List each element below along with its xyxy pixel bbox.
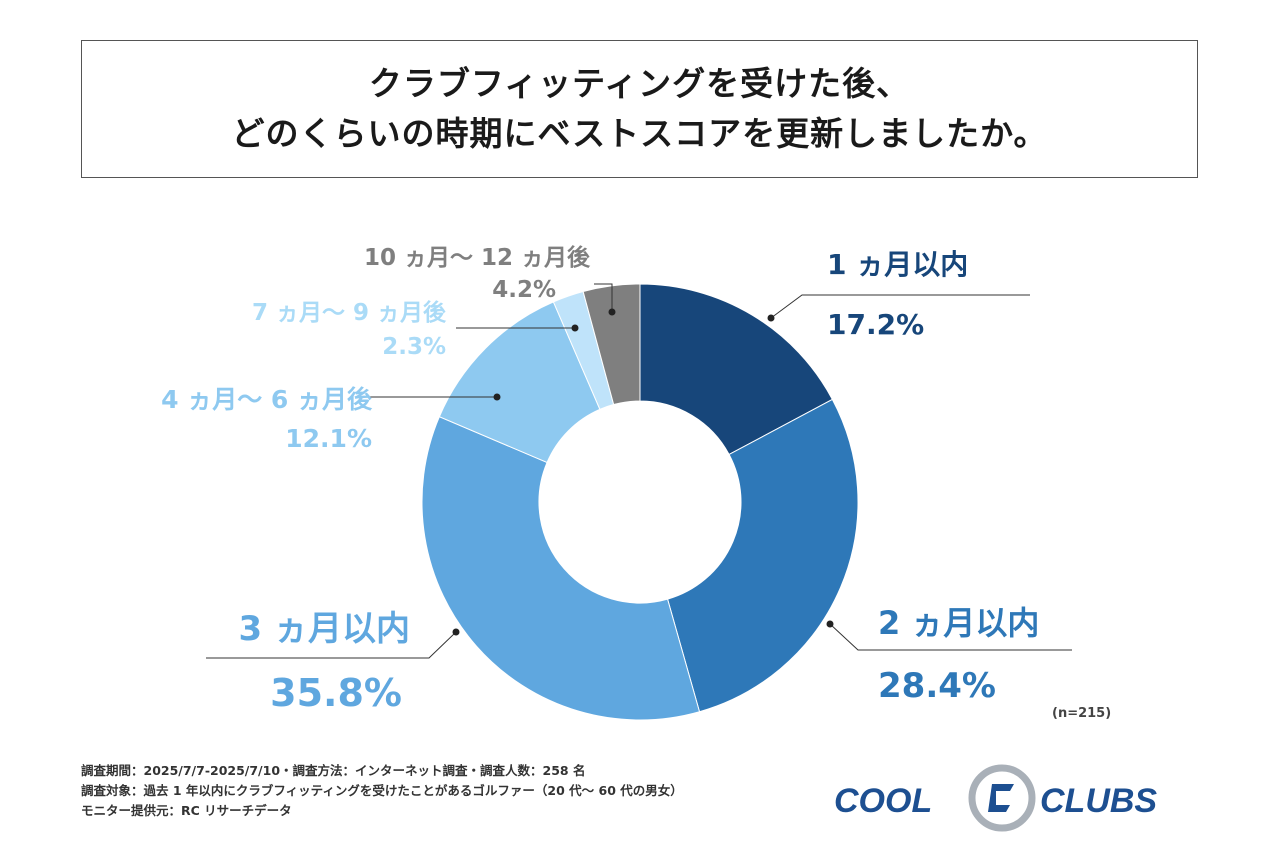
slice-1 — [639, 283, 834, 456]
leader-dot-3 — [452, 628, 460, 636]
logo-text-clubs: CLUBS — [1040, 782, 1157, 820]
footer-period: 調査期間：2025/7/7-2025/7/10・調査方法：インターネット調査・調… — [81, 763, 586, 778]
title-box: クラブフィッティングを受けた後、 どのくらいの時期にベストスコアを更新しましたか… — [81, 40, 1198, 178]
category-label-2: 2 ヵ月以内 — [878, 604, 1039, 642]
leader-line-2 — [829, 623, 1072, 651]
logo-text-cool: COOL — [834, 782, 932, 820]
logo-ring — [968, 764, 1036, 832]
cool-clubs-logo: COOL CLUBS — [834, 764, 1157, 832]
sample-size: (n=215) — [1052, 706, 1112, 721]
value-label-3: 35.8% — [270, 671, 402, 715]
leader-dot-5 — [571, 324, 579, 332]
leader-line-1 — [770, 294, 1030, 319]
slice-2 — [666, 398, 859, 713]
title-line-2: どのくらいの時期にベストスコアを更新しましたか。 — [231, 114, 1048, 153]
value-label-6: 4.2% — [492, 277, 556, 303]
leader-dot-6 — [608, 308, 616, 316]
footer-target: 調査対象：過去 1 年以内にクラブフィッティングを受けたことがあるゴルファー（2… — [81, 783, 683, 798]
leader-line-6 — [594, 283, 613, 312]
leader-dot-2 — [826, 620, 834, 628]
value-label-1: 17.2% — [827, 308, 924, 341]
slice-6 — [582, 283, 641, 406]
footer-provider: モニター提供元：RC リサーチデータ — [81, 803, 292, 818]
category-label-6: 10 ヵ月〜 12 ヵ月後 — [364, 244, 591, 271]
leader-dot-4 — [493, 393, 501, 401]
category-label-1: 1 ヵ月以内 — [827, 248, 968, 281]
category-label-3: 3 ヵ月以内 — [239, 609, 411, 649]
category-label-4: 4 ヵ月〜 6 ヵ月後 — [161, 385, 373, 414]
slice-3 — [421, 416, 701, 721]
title-line-1: クラブフィッティングを受けた後、 — [368, 64, 911, 103]
value-label-2: 28.4% — [878, 666, 996, 706]
value-label-5: 2.3% — [382, 334, 446, 360]
survey-footer: 調査期間：2025/7/7-2025/7/10・調査方法：インターネット調査・調… — [81, 761, 683, 821]
logo-emblem — [988, 784, 1014, 812]
leader-dot-1 — [767, 314, 775, 322]
leader-line-3 — [206, 631, 457, 659]
value-label-4: 12.1% — [285, 424, 372, 453]
category-label-5: 7 ヵ月〜 9 ヵ月後 — [252, 299, 447, 326]
